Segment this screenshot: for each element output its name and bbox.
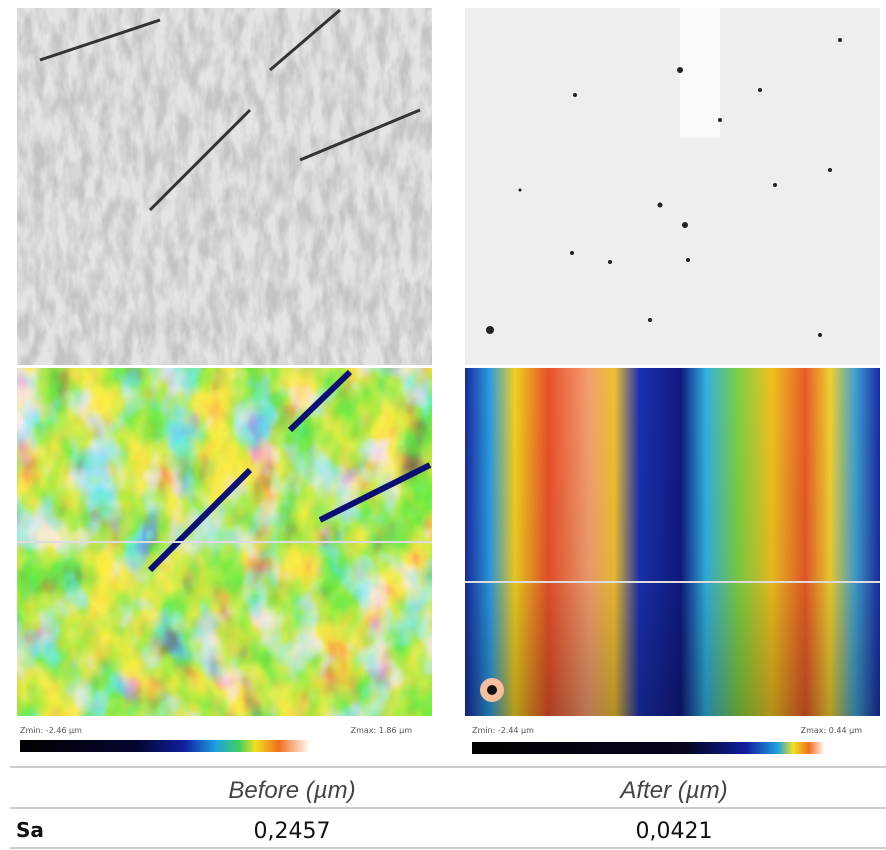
after-shading xyxy=(465,368,880,716)
zmax-label: Zmax: 0.44 µm xyxy=(801,726,863,735)
after-highlight xyxy=(680,8,720,138)
zmin-label: Zmin: -2.46 µm xyxy=(20,726,82,735)
column-header: Before (µm) xyxy=(228,777,355,804)
table-cell: 0,2457 xyxy=(254,819,331,844)
after-pit-core xyxy=(487,685,497,695)
before-texture xyxy=(17,8,432,365)
column-header: After (µm) xyxy=(618,777,727,804)
after-micrograph xyxy=(465,8,880,365)
figure: Zmin: -2.46 µm Zmax: 1.86 µm Zmin: -2.44… xyxy=(0,0,886,850)
zmax-label: Zmax: 1.86 µm xyxy=(351,726,413,735)
zmin-label: Zmin: -2.44 µm xyxy=(472,726,534,735)
row-label: Sa xyxy=(16,818,44,842)
color-bar xyxy=(472,742,864,754)
table-cell: 0,0421 xyxy=(636,819,713,844)
color-bar xyxy=(20,740,412,752)
